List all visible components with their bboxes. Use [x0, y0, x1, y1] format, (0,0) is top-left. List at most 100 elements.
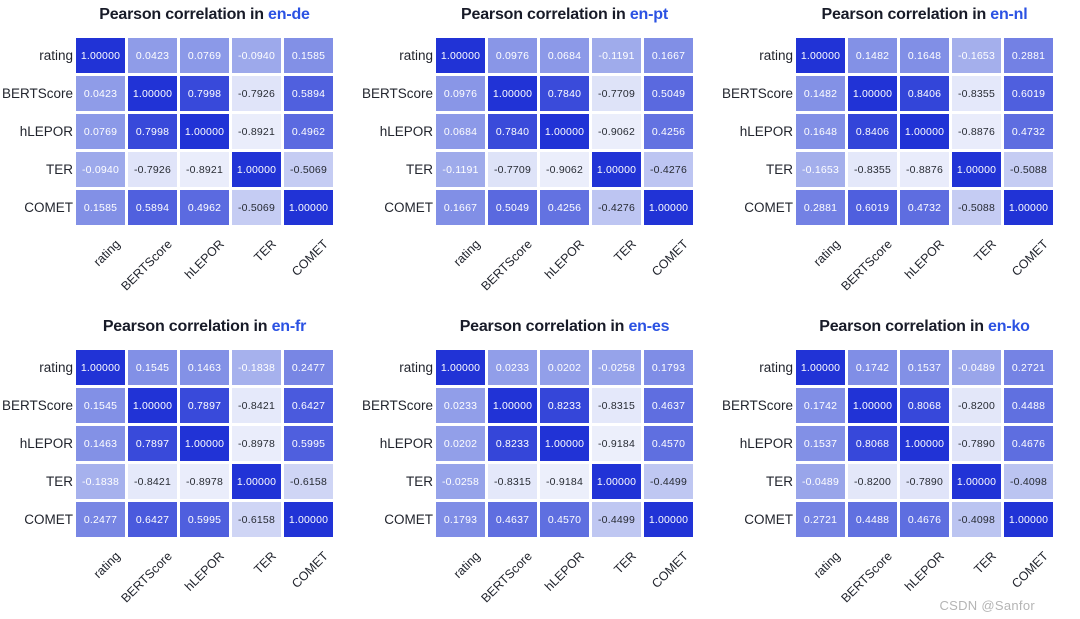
y-axis-label: rating: [759, 48, 793, 63]
heatmap-cell: 1.00000: [488, 76, 537, 111]
heatmap-cell: 0.6019: [848, 190, 897, 225]
heatmap-cell: -0.8355: [952, 76, 1001, 111]
heatmap-cell: 0.2881: [796, 190, 845, 225]
y-axis-label: TER: [406, 162, 433, 177]
heatmap-cell: 0.1742: [796, 388, 845, 423]
heatmap-cell: 0.7998: [180, 76, 229, 111]
heatmap-cell: 0.6427: [128, 502, 177, 537]
heatmap-cell: 1.00000: [76, 350, 125, 385]
y-axis-label: COMET: [744, 200, 793, 215]
y-axis-label: BERTScore: [721, 86, 793, 101]
heatmap-cell: 0.0423: [76, 76, 125, 111]
chart-title: Pearson correlation in en-pt: [436, 6, 693, 24]
heatmap-cell: 0.1463: [180, 350, 229, 385]
chart-title-lang: en-es: [628, 318, 670, 335]
chart-title-text: Pearson correlation in: [461, 6, 626, 23]
heatmap-cell: 0.4488: [848, 502, 897, 537]
y-axis-label: COMET: [384, 512, 433, 527]
y-axis-label: hLEPOR: [19, 436, 73, 451]
y-axis-label: BERTScore: [1, 398, 73, 413]
heatmap-cell: -0.8200: [952, 388, 1001, 423]
heatmap-cell: 0.4637: [644, 388, 693, 423]
heatmap-cell: 0.4962: [284, 114, 333, 149]
heatmap-cell: -0.7890: [952, 426, 1001, 461]
chart-title-text: Pearson correlation in: [819, 318, 984, 335]
heatmap-cell: -0.0489: [796, 464, 845, 499]
heatmap-cell: -0.9062: [592, 114, 641, 149]
heatmap-cell: 0.1648: [900, 38, 949, 73]
heatmap-cell: 1.00000: [644, 190, 693, 225]
y-axis-label: BERTScore: [1, 86, 73, 101]
heatmap-cell: -0.4276: [644, 152, 693, 187]
heatmap-cell: 1.00000: [436, 38, 485, 73]
heatmap-cell: 0.4732: [1004, 114, 1053, 149]
heatmap-cell: 0.8406: [900, 76, 949, 111]
heatmap-cell: 0.1537: [900, 350, 949, 385]
heatmap-cell: 0.0684: [540, 38, 589, 73]
heatmap-cell: -0.7926: [232, 76, 281, 111]
heatmap-panel-en-de: Pearson correlation in en-de rating 1.0000…: [0, 0, 360, 312]
heatmap-cell: 0.8233: [488, 426, 537, 461]
heatmap-cell: 0.0976: [436, 76, 485, 111]
heatmap-cell: 0.4637: [488, 502, 537, 537]
x-axis-label: BERTScore: [837, 549, 895, 606]
heatmap-cell: 0.5995: [284, 426, 333, 461]
chart-title-lang: en-nl: [990, 6, 1028, 23]
chart-title: Pearson correlation in en-fr: [76, 318, 333, 336]
heatmap-cell: -0.4098: [952, 502, 1001, 537]
heatmap-cell: 0.4256: [644, 114, 693, 149]
heatmap-cell: -0.4276: [592, 190, 641, 225]
x-axis-label: hLEPOR: [181, 549, 227, 594]
heatmap-cell: 0.4256: [540, 190, 589, 225]
heatmap-cell: 0.5894: [128, 190, 177, 225]
heatmap-panel-en-ko: Pearson correlation in en-ko rating 1.0000…: [720, 312, 1080, 619]
heatmap-matrix: rating 1.00000 0.1482 0.1648 -0.1653 0.2881 BE…: [721, 38, 1053, 225]
heatmap-cell: 0.1482: [848, 38, 897, 73]
heatmap-cell: 0.1667: [436, 190, 485, 225]
y-axis-label: rating: [39, 48, 73, 63]
heatmap-cell: 0.7897: [128, 426, 177, 461]
heatmap-matrix: rating 1.00000 0.0233 0.0202 -0.0258 0.1793 BE…: [362, 350, 693, 537]
heatmap-cell: 0.2721: [1004, 350, 1053, 385]
y-axis-label: TER: [46, 474, 73, 489]
x-axis-label: BERTScore: [117, 549, 175, 606]
heatmap-cell: -0.0489: [952, 350, 1001, 385]
heatmap-cell: 1.00000: [284, 502, 333, 537]
heatmap-cell: 0.1463: [76, 426, 125, 461]
heatmap-cell: -0.0258: [592, 350, 641, 385]
x-axis-label: hLEPOR: [901, 549, 947, 594]
heatmap-cell: 1.00000: [848, 388, 897, 423]
heatmap-cell: 1.00000: [900, 114, 949, 149]
heatmap-cell: 1.00000: [592, 464, 641, 499]
heatmap-cell: -0.8315: [488, 464, 537, 499]
chart-title: Pearson correlation in en-es: [436, 318, 693, 336]
heatmap-cell: -0.1653: [796, 152, 845, 187]
heatmap-cell: 1.00000: [128, 388, 177, 423]
heatmap-cell: 0.0769: [76, 114, 125, 149]
x-axis-label: hLEPOR: [541, 549, 587, 594]
heatmap-cell: 1.00000: [540, 426, 589, 461]
heatmap-cell: 1.00000: [952, 464, 1001, 499]
heatmap-cell: 1.00000: [128, 76, 177, 111]
heatmap-cell: 1.00000: [232, 152, 281, 187]
y-axis-label: hLEPOR: [379, 124, 433, 139]
heatmap-cell: 0.1545: [128, 350, 177, 385]
heatmap-cell: 0.1742: [848, 350, 897, 385]
heatmap-panel-en-es: Pearson correlation in en-es rating 1.0000…: [360, 312, 720, 619]
heatmap-cell: 0.4488: [1004, 388, 1053, 423]
heatmap-cell: 1.00000: [436, 350, 485, 385]
y-axis-label: TER: [406, 474, 433, 489]
heatmap-cell: 0.8406: [848, 114, 897, 149]
chart-title: Pearson correlation in en-ko: [796, 318, 1053, 336]
heatmap-cell: -0.4098: [1004, 464, 1053, 499]
heatmap-matrix: rating 1.00000 0.1742 0.1537 -0.0489 0.2721 BE…: [722, 350, 1053, 537]
heatmap-cell: 0.1585: [76, 190, 125, 225]
y-axis-label: COMET: [384, 200, 433, 215]
heatmap-cell: -0.8421: [232, 388, 281, 423]
heatmap-cell: 1.00000: [284, 190, 333, 225]
heatmap-cell: 1.00000: [644, 502, 693, 537]
heatmap-cell: -0.8200: [848, 464, 897, 499]
heatmap-cell: 0.1648: [796, 114, 845, 149]
heatmap-cell: 1.00000: [180, 426, 229, 461]
heatmap-cell: -0.8421: [128, 464, 177, 499]
